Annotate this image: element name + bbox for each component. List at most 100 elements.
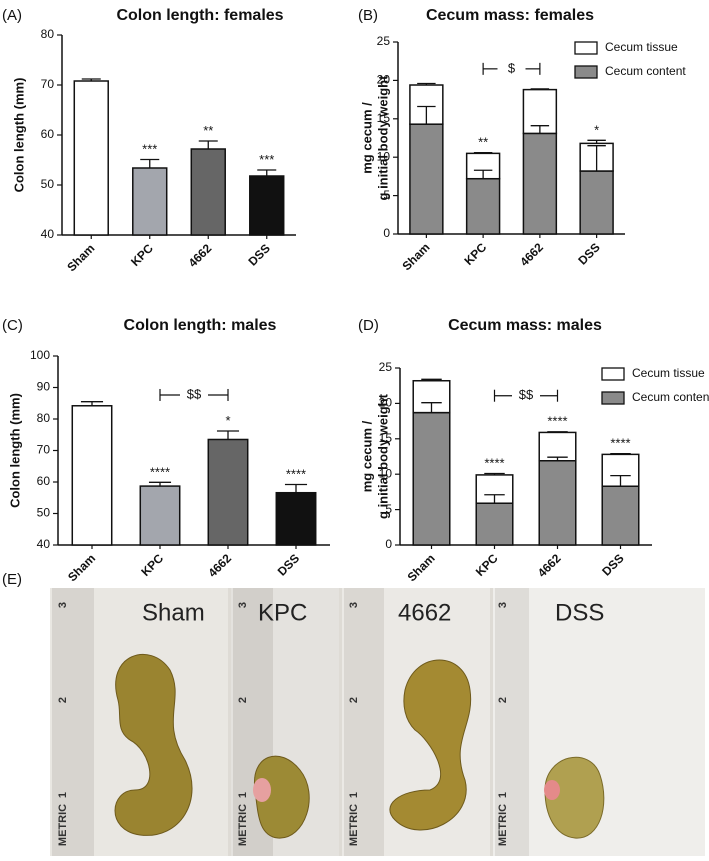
x-tick-label: DSS [275, 551, 302, 578]
bar-segment [579, 170, 614, 235]
tissue-highlight [544, 780, 560, 800]
significance-label: ** [478, 135, 488, 150]
cecum-sham [114, 653, 193, 836]
panel-label: (D) [358, 317, 379, 334]
significance-label: *** [142, 142, 157, 157]
legend-swatch [574, 41, 598, 55]
y-axis-label: Colon length (mm) [11, 78, 26, 193]
x-tick-label: Sham [65, 551, 98, 584]
ruler-label: 1 [348, 792, 360, 798]
bracket-label: $ [508, 60, 516, 75]
bar [139, 485, 181, 546]
y-tick-label: 25 [379, 360, 393, 374]
y-tick-label: 0 [383, 226, 390, 240]
y-axis-label: g initial body weight [375, 393, 390, 519]
significance-label: ** [203, 123, 213, 138]
y-tick-label: 10 [379, 466, 393, 480]
x-tick-label: Sham [405, 551, 438, 584]
y-tick-label: 100 [30, 348, 50, 362]
x-tick-label: KPC [128, 241, 156, 269]
bar [275, 491, 317, 546]
legend-label: Cecum tissue [632, 366, 705, 380]
bar-segment [538, 459, 577, 546]
chart-panel: (B) Cecum mass: females mg cecum / g initia… [358, 7, 686, 273]
legend-swatch [601, 367, 625, 381]
x-tick-label: 4662 [205, 551, 234, 580]
bar [132, 167, 168, 236]
bar-segment [412, 411, 451, 546]
y-tick-label: 80 [41, 27, 55, 41]
bar-segment [601, 485, 640, 546]
chart-title: Colon length: females [116, 7, 283, 24]
photo-label: DSS [555, 599, 604, 626]
ruler-label: 2 [497, 697, 509, 703]
y-tick-label: 90 [37, 380, 51, 394]
cecum-4662 [389, 659, 472, 831]
y-tick-label: 50 [41, 177, 55, 191]
bar [73, 80, 109, 236]
legend-label: Cecum tissue [605, 40, 678, 54]
photo-label: 4662 [398, 599, 451, 626]
y-tick-label: 60 [41, 127, 55, 141]
chart-panel: (C) Colon length: males Colon length (mm) 4… [2, 317, 330, 584]
x-tick-label: Sham [64, 241, 97, 274]
y-tick-label: 50 [37, 506, 51, 520]
significance-label: * [225, 413, 230, 428]
panel-label: (E) [2, 571, 22, 588]
panel-label: (C) [2, 317, 23, 334]
photo-label: KPC [258, 599, 307, 626]
x-tick-label: KPC [461, 240, 489, 268]
x-tick-label: KPC [138, 551, 166, 579]
y-tick-label: 0 [385, 537, 392, 551]
x-tick-label: DSS [599, 551, 626, 578]
x-tick-label: 4662 [186, 241, 215, 270]
y-axis-label: Colon length (mm) [7, 393, 22, 508]
x-tick-label: Sham [399, 240, 432, 273]
chart-panel: (D) Cecum mass: males mg cecum / g initial … [358, 317, 709, 584]
y-tick-label: 5 [383, 188, 390, 202]
y-tick-label: 20 [379, 396, 393, 410]
y-axis-label: g initial body weight [375, 75, 390, 201]
chart-panel: (A) Colon length: females Colon length (mm… [2, 7, 296, 274]
y-tick-label: 15 [379, 431, 393, 445]
y-tick-label: 40 [37, 537, 51, 551]
legend-swatch [601, 391, 625, 405]
bracket-label: $$ [187, 386, 202, 401]
ruler [344, 588, 384, 856]
significance-label: *** [259, 152, 274, 167]
y-tick-label: 20 [377, 73, 391, 87]
x-tick-label: DSS [575, 240, 602, 267]
bar [207, 438, 249, 546]
ruler-label: 3 [237, 602, 249, 608]
ruler-label: 2 [348, 697, 360, 703]
panel-label: (A) [2, 7, 22, 24]
bar-segment [538, 431, 577, 462]
ruler-label: 1 [57, 792, 69, 798]
ruler-label: METRIC [237, 804, 249, 846]
y-tick-label: 70 [37, 443, 51, 457]
chart-title: Cecum mass: males [448, 317, 602, 334]
y-tick-label: 25 [377, 34, 391, 48]
cecum-dss [544, 756, 605, 839]
tissue-highlight [253, 778, 271, 802]
y-tick-label: 15 [377, 111, 391, 125]
bar [71, 405, 113, 546]
significance-label: **** [150, 464, 170, 479]
bar-segment [475, 502, 514, 546]
cecum-kpc [254, 755, 310, 839]
ruler-label: 3 [497, 602, 509, 608]
chart-title: Cecum mass: females [426, 7, 594, 24]
bar-segment [522, 132, 558, 235]
significance-label: **** [286, 467, 306, 482]
ruler-label: 2 [57, 697, 69, 703]
y-tick-label: 5 [385, 502, 392, 516]
ruler-label: METRIC [57, 804, 69, 846]
ruler-label: 1 [237, 792, 249, 798]
x-tick-label: 4662 [517, 240, 546, 269]
bar-segment [465, 177, 501, 235]
photo-panel [50, 588, 705, 856]
x-tick-label: DSS [246, 241, 273, 268]
ruler-label: METRIC [348, 804, 360, 846]
legend-swatch [574, 65, 598, 79]
